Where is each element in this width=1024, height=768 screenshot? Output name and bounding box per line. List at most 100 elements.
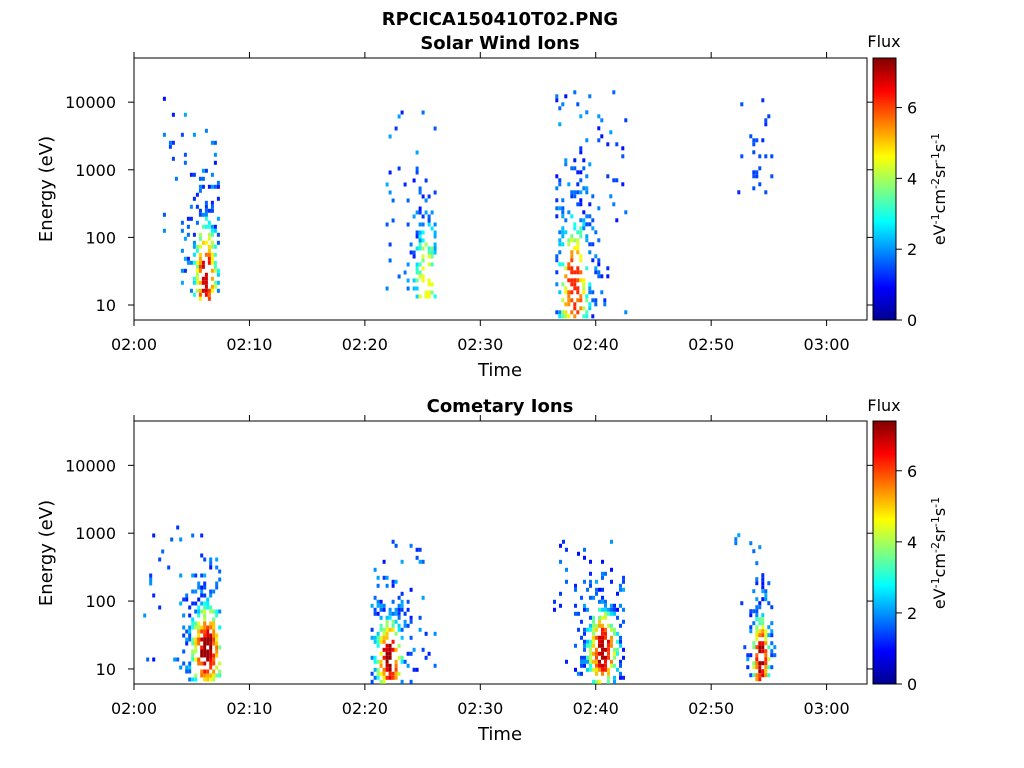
flux-cell xyxy=(394,671,398,676)
flux-cell xyxy=(595,655,598,660)
flux-cell xyxy=(558,206,562,211)
flux-cell xyxy=(752,186,756,191)
flux-cell xyxy=(561,282,565,287)
flux-cell xyxy=(576,290,580,295)
flux-cell xyxy=(191,625,195,630)
flux-cell xyxy=(761,625,765,630)
flux-cell xyxy=(570,254,574,259)
flux-cell xyxy=(194,601,198,606)
flux-cell xyxy=(773,653,777,658)
flux-cell xyxy=(579,234,583,239)
flux-cell xyxy=(558,314,562,319)
flux-cell xyxy=(579,170,583,175)
flux-cell xyxy=(200,573,204,578)
flux-cell xyxy=(409,619,413,624)
flux-cell xyxy=(598,587,601,592)
flux-cell xyxy=(589,615,592,620)
flux-cell xyxy=(752,589,756,594)
flux-cell xyxy=(607,643,610,648)
flux-cell xyxy=(761,613,765,618)
flux-cell xyxy=(433,250,437,255)
flux-cell xyxy=(737,533,741,538)
flux-cell xyxy=(607,667,610,672)
flux-cell xyxy=(424,242,428,247)
flux-cell xyxy=(388,655,392,660)
flux-cell xyxy=(212,609,216,614)
flux-cell xyxy=(385,663,389,668)
panel-title: Cometary Ions xyxy=(427,396,574,417)
flux-cell xyxy=(207,248,211,253)
x-tick-label: 02:50 xyxy=(688,699,734,718)
cometary-ions-panel: Cometary Ions 02:00 02:10 02:20 02:30 02:40 0… xyxy=(36,396,949,745)
flux-cell xyxy=(574,587,577,592)
flux-cell xyxy=(388,190,392,195)
flux-cell xyxy=(421,266,425,271)
flux-cell xyxy=(761,597,765,602)
flux-cell xyxy=(613,611,616,616)
flux-cell xyxy=(209,565,213,570)
flux-cell xyxy=(767,625,771,630)
flux-cell xyxy=(391,675,395,680)
flux-cell xyxy=(579,270,583,275)
flux-cell xyxy=(203,673,207,678)
flux-cell xyxy=(168,144,172,149)
flux-cell xyxy=(216,196,220,201)
flux-cells xyxy=(162,90,774,319)
flux-cell xyxy=(749,613,753,618)
flux-cell xyxy=(397,671,401,676)
flux-cell xyxy=(576,298,580,303)
flux-cell xyxy=(192,196,196,201)
flux-cell xyxy=(195,276,199,281)
colorbar-unit-label: eV-1cm-2sr-1s-1 xyxy=(929,133,950,245)
flux-cell xyxy=(388,667,392,672)
flux-cell xyxy=(740,102,744,107)
flux-cell xyxy=(388,651,392,656)
flux-cell xyxy=(589,583,592,588)
flux-cell xyxy=(195,204,199,209)
flux-cell xyxy=(597,206,601,211)
flux-cell xyxy=(213,224,217,229)
flux-cell xyxy=(579,178,583,183)
flux-cell xyxy=(433,234,437,239)
solar-wind-ions-panel: Solar Wind Ions 02:00 02:10 02:20 02:30 02:4… xyxy=(36,32,949,381)
flux-cell xyxy=(209,665,213,670)
flux-cell xyxy=(601,631,604,636)
flux-cell xyxy=(588,250,592,255)
flux-cell xyxy=(215,585,219,590)
flux-cell xyxy=(573,270,577,275)
flux-cell xyxy=(200,533,204,538)
flux-cell xyxy=(215,645,219,650)
flux-cell xyxy=(209,677,213,682)
flux-cell xyxy=(583,643,586,648)
flux-cell xyxy=(767,633,771,638)
x-tick-label: 02:10 xyxy=(226,699,272,718)
flux-cell xyxy=(564,286,568,291)
flux-cell xyxy=(755,597,759,602)
flux-cell xyxy=(194,641,198,646)
flux-cell xyxy=(601,643,604,648)
flux-cell xyxy=(585,238,589,243)
flux-cell xyxy=(591,218,595,223)
flux-cell xyxy=(613,651,616,656)
flux-cell xyxy=(394,663,398,668)
flux-cell xyxy=(210,224,214,229)
flux-cell xyxy=(607,623,610,628)
flux-cell xyxy=(586,639,589,644)
flux-cell xyxy=(604,631,607,636)
flux-cell xyxy=(218,669,222,674)
flux-cell xyxy=(189,288,193,293)
flux-cell xyxy=(198,188,202,193)
flux-cell xyxy=(388,675,392,680)
flux-cell xyxy=(433,246,437,251)
flux-cell xyxy=(573,302,577,307)
flux-cell xyxy=(183,112,187,117)
flux-cell xyxy=(191,601,195,606)
flux-cell xyxy=(382,575,386,580)
flux-cell xyxy=(418,262,422,267)
y-tick-label: 10000 xyxy=(65,456,116,475)
flux-cell xyxy=(761,645,765,650)
flux-cell xyxy=(559,591,562,596)
flux-cell xyxy=(204,168,208,173)
flux-cell xyxy=(613,675,616,680)
flux-cell xyxy=(203,653,207,658)
